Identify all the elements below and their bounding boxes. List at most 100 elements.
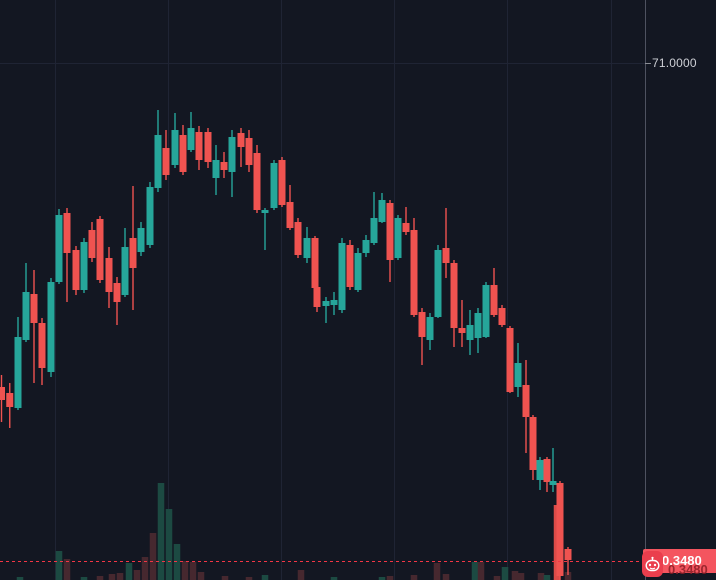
- volume-bar: [197, 572, 205, 580]
- candle-body: [55, 215, 63, 282]
- candle-body: [529, 417, 537, 470]
- candle-body: [458, 328, 466, 333]
- candle-body: [162, 148, 170, 175]
- candle-body: [179, 135, 187, 172]
- candle-body: [564, 549, 572, 560]
- volume-bar: [493, 576, 501, 580]
- volume-bar: [221, 576, 229, 580]
- bot-badge[interactable]: [642, 551, 663, 577]
- volume-bar: [537, 573, 545, 580]
- volume-bar: [141, 557, 149, 580]
- candle-body: [330, 300, 338, 305]
- candle-body: [253, 153, 261, 210]
- candle-body: [72, 250, 80, 290]
- volume-bar: [125, 563, 133, 580]
- volume-bar: [511, 571, 519, 580]
- volume-bar: [157, 483, 165, 580]
- candle-body: [370, 218, 378, 243]
- candle-body: [14, 337, 22, 408]
- volume-bar: [433, 563, 441, 580]
- candle-body: [549, 481, 557, 485]
- candle-body: [270, 163, 278, 208]
- volume-bar: [245, 577, 253, 580]
- candle-body: [237, 133, 245, 147]
- candle-body: [0, 387, 5, 400]
- candle-body: [171, 130, 179, 165]
- candle-body: [543, 459, 551, 482]
- volume-bar: [108, 574, 116, 580]
- robot-icon: [645, 556, 660, 571]
- candle-body: [536, 460, 544, 480]
- volume-bar: [165, 509, 173, 580]
- candle-body: [80, 242, 88, 290]
- ghost-price-label: 0.3480: [668, 562, 708, 577]
- volume-bar: [96, 576, 104, 580]
- volume-bar: [181, 561, 189, 580]
- candle-body: [322, 301, 330, 306]
- volume-bar: [378, 577, 386, 580]
- candle-body: [63, 213, 71, 253]
- volume-bar: [442, 574, 450, 580]
- candle-body: [303, 238, 311, 258]
- candle-body: [278, 160, 286, 205]
- candle-body: [96, 219, 104, 280]
- candle-body: [522, 385, 530, 417]
- volume-bar: [261, 575, 269, 580]
- volume-bar: [471, 562, 479, 580]
- volume-bar: [477, 562, 485, 580]
- candle-body: [556, 483, 564, 576]
- candle-body: [498, 308, 506, 325]
- candle-body: [146, 187, 154, 245]
- volume-bar: [410, 575, 418, 580]
- volume-bar: [330, 577, 338, 580]
- candle-body: [137, 228, 145, 252]
- candle-body: [311, 238, 319, 288]
- candle-body: [434, 250, 442, 317]
- candle-body: [187, 128, 195, 150]
- candle-body: [245, 138, 253, 165]
- volume-bar: [543, 575, 551, 580]
- volume-bar: [63, 559, 71, 580]
- candle-body: [514, 363, 522, 387]
- candle-body: [38, 323, 46, 368]
- candle-body: [195, 132, 203, 160]
- candle-body: [30, 294, 38, 323]
- candle-body: [426, 317, 434, 340]
- candle-body: [362, 240, 370, 253]
- candle-body: [129, 238, 137, 268]
- volume-bar: [116, 573, 124, 580]
- candle-body: [105, 258, 113, 292]
- volume-bar: [16, 577, 24, 580]
- candle-body: [386, 203, 394, 260]
- candle-body: [338, 243, 346, 310]
- candle-body: [410, 230, 418, 315]
- candle-body: [482, 285, 490, 337]
- candle-body: [88, 230, 96, 258]
- candle-body: [286, 202, 294, 228]
- volume-bar: [517, 573, 525, 580]
- candle-body: [466, 325, 474, 340]
- candle-body: [313, 287, 321, 307]
- price-axis-label: 71.0000: [652, 56, 697, 70]
- volume-bar: [149, 533, 157, 580]
- volume-bar: [297, 570, 305, 580]
- candle-body: [418, 312, 426, 337]
- candle-body: [220, 162, 228, 170]
- candle-body: [442, 248, 450, 263]
- candle-body: [113, 283, 121, 302]
- candle-body: [450, 263, 458, 328]
- volume-bar: [564, 572, 572, 580]
- candle-body: [121, 247, 129, 295]
- candle-body: [490, 285, 498, 315]
- volume-bar: [133, 570, 141, 580]
- candle-body: [212, 160, 220, 178]
- candle-body: [228, 137, 236, 172]
- candle-body: [294, 222, 302, 255]
- candle-body: [474, 313, 482, 338]
- candle-body: [378, 200, 386, 222]
- candle-body: [394, 218, 402, 258]
- candle-body: [47, 282, 55, 372]
- candle-body: [346, 245, 354, 287]
